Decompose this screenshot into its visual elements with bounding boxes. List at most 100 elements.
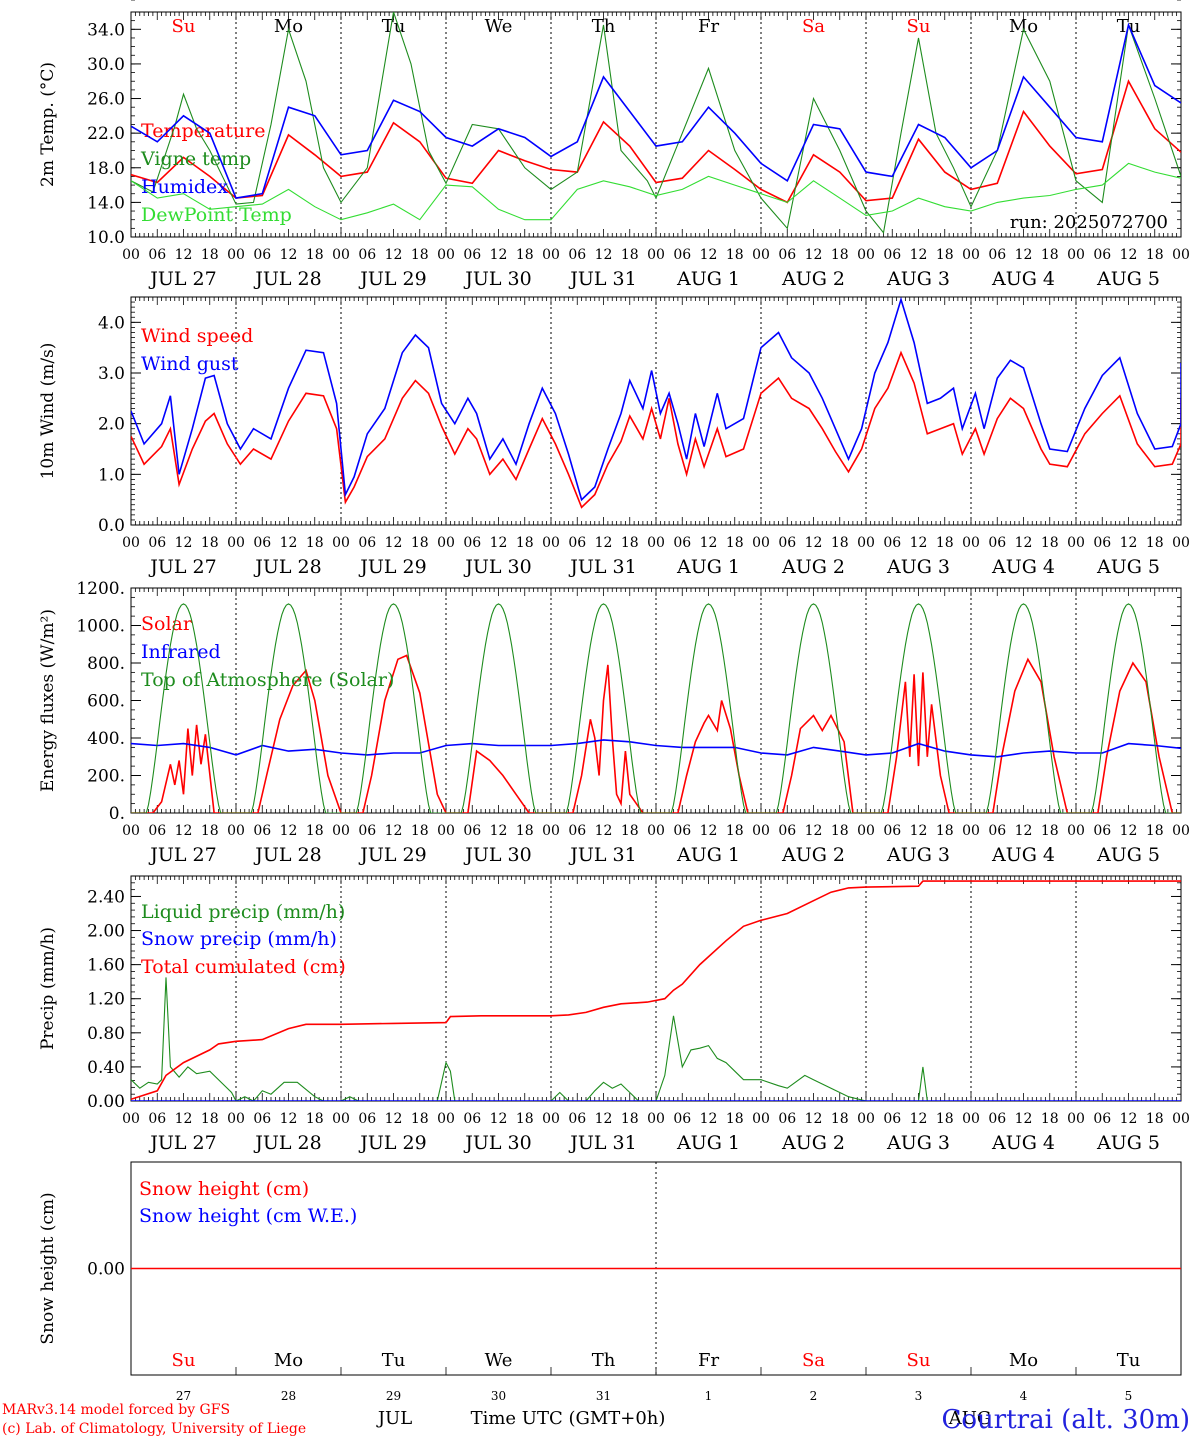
hour-tick-label: 12 [280, 1111, 298, 1127]
hour-tick-label: 00 [857, 823, 875, 839]
hour-tick-label: 06 [358, 823, 376, 839]
footer-month-jul: JUL [376, 1408, 412, 1429]
hour-tick-label: 06 [148, 247, 166, 263]
hour-tick-label: 12 [1120, 535, 1138, 551]
y-tick-label: 0. [109, 804, 125, 824]
hour-tick-label: 18 [726, 247, 744, 263]
date-label: JUL 30 [463, 1132, 531, 1154]
day-number-label: 4 [1020, 1389, 1028, 1403]
hour-tick-label: 12 [595, 247, 613, 263]
hour-tick-label: 06 [988, 823, 1006, 839]
weekday-label: Sa [802, 16, 825, 37]
weekday-label: We [485, 1350, 513, 1371]
hour-tick-label: 12 [910, 823, 928, 839]
footer-month-aug: AUG [948, 1408, 992, 1429]
hour-tick-label: 12 [490, 535, 508, 551]
hour-tick-label: 00 [437, 823, 455, 839]
date-label: JUL 29 [358, 844, 426, 866]
legend-label: Wind gust [141, 353, 239, 375]
hour-tick-label: 18 [516, 247, 534, 263]
hour-tick-label: 12 [805, 1111, 823, 1127]
date-label: JUL 31 [568, 556, 636, 578]
date-label: AUG 1 [676, 556, 740, 578]
hour-tick-label: 06 [463, 247, 481, 263]
weekday-label: Sa [802, 1350, 825, 1371]
weekday-label: Mo [1009, 1350, 1038, 1371]
y-tick-label: 22.0 [87, 124, 125, 144]
legend-label: Snow height (cm W.E.) [139, 1205, 357, 1227]
hour-tick-label: 00 [962, 1111, 980, 1127]
hour-tick-label: 12 [175, 1111, 193, 1127]
hour-tick-label: 00 [1172, 247, 1190, 263]
hour-tick-label: 18 [516, 535, 534, 551]
date-label: JUL 27 [148, 844, 216, 866]
hour-tick-label: 12 [280, 535, 298, 551]
hour-tick-label: 00 [227, 535, 245, 551]
hour-tick-label: 12 [595, 1111, 613, 1127]
hour-tick-label: 06 [358, 1111, 376, 1127]
panel-2: 0.0 1.0 2.0 3.0 4.0 10m Wind (m/s) 00 06 12 18 JUL… [38, 296, 1190, 578]
date-label: JUL 27 [148, 556, 216, 578]
series-line-top-of-atmosphere-solar- [131, 603, 1181, 813]
weekday-label: Th [592, 1350, 616, 1371]
hour-tick-label: 12 [805, 535, 823, 551]
hour-tick-label: 00 [437, 1111, 455, 1127]
legend-label: Liquid precip (mm/h) [141, 901, 345, 923]
legend-label: DewPoint Temp [141, 204, 292, 226]
weekday-label: Tu [382, 1350, 406, 1371]
hour-tick-label: 12 [385, 823, 403, 839]
panel-frame [130, 296, 1182, 526]
weekday-label: Su [907, 16, 931, 37]
weekday-label: Tu [1117, 1350, 1141, 1371]
hour-tick-label: 18 [201, 535, 219, 551]
hour-tick-label: 00 [752, 823, 770, 839]
date-label: AUG 5 [1096, 844, 1160, 866]
hour-tick-label: 18 [1146, 823, 1164, 839]
date-label: AUG 3 [886, 268, 950, 290]
hour-tick-label: 00 [647, 535, 665, 551]
date-label: JUL 28 [253, 1132, 321, 1154]
hour-tick-label: 12 [490, 1111, 508, 1127]
day-number-label: 2 [810, 1389, 818, 1403]
hour-tick-label: 18 [306, 535, 324, 551]
hour-tick-label: 18 [936, 535, 954, 551]
date-label: AUG 1 [676, 1132, 740, 1154]
date-label: JUL 28 [253, 268, 321, 290]
hour-tick-label: 00 [542, 1111, 560, 1127]
hour-tick-label: 00 [647, 823, 665, 839]
hour-tick-label: 12 [385, 1111, 403, 1127]
run-label: run: 2025072700 [1010, 212, 1168, 233]
hour-tick-label: 18 [831, 247, 849, 263]
hour-tick-label: 00 [962, 535, 980, 551]
panel-1: 10.0 14.0 18.0 22.0 26.0 30.0 34.0 2m Temp. (°C… [38, 11, 1190, 290]
hour-tick-label: 12 [385, 247, 403, 263]
hour-tick-label: 18 [411, 247, 429, 263]
weekday-label: Su [172, 16, 196, 37]
hour-tick-label: 18 [621, 535, 639, 551]
hour-tick-label: 18 [411, 1111, 429, 1127]
hour-tick-label: 00 [122, 535, 140, 551]
hour-tick-label: 06 [988, 247, 1006, 263]
hour-tick-label: 00 [1067, 247, 1085, 263]
date-label: JUL 30 [463, 268, 531, 290]
date-label: JUL 30 [463, 556, 531, 578]
date-label: JUL 31 [568, 844, 636, 866]
footer-model-line1: MARv3.14 model forced by GFS [2, 1402, 230, 1418]
hour-tick-label: 00 [857, 247, 875, 263]
hour-tick-label: 00 [332, 823, 350, 839]
y-tick-label: 600. [87, 692, 125, 712]
y-tick-label: 34.0 [87, 20, 125, 40]
series-line-vigne-temp [131, 12, 1181, 234]
series-line-liquid-precip-mm-h- [131, 977, 1181, 1101]
day-number-label: 5 [1125, 1389, 1133, 1403]
y-tick-label: 200. [87, 767, 125, 787]
date-label: JUL 31 [568, 268, 636, 290]
weekday-label: We [485, 16, 513, 37]
hour-tick-label: 18 [516, 1111, 534, 1127]
y-axis-label: 10m Wind (m/s) [38, 343, 58, 480]
legend-label: Solar [141, 613, 193, 635]
hour-tick-label: 12 [595, 535, 613, 551]
hour-tick-label: 06 [988, 535, 1006, 551]
hour-tick-label: 18 [1041, 247, 1059, 263]
